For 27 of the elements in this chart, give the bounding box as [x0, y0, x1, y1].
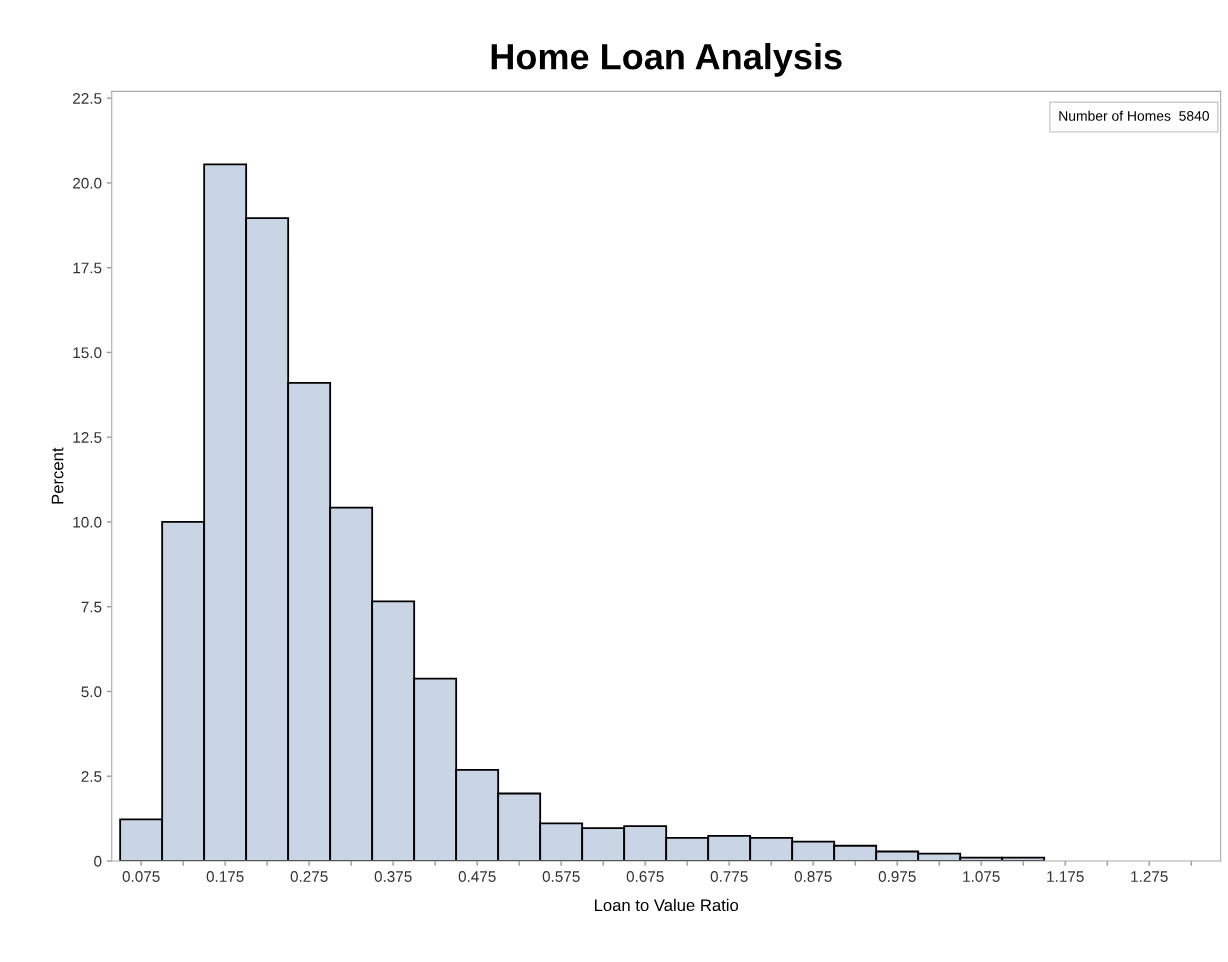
x-tick-label: 0.675: [626, 871, 664, 882]
x-tick-label: 0.275: [290, 871, 328, 882]
y-tick-label: 2.5: [81, 771, 102, 782]
x-tick-label: 1.175: [1047, 871, 1084, 882]
y-tick-label: 7.5: [81, 601, 102, 613]
x-tick-label: 0.575: [542, 871, 580, 882]
y-axis-title: Percent: [51, 447, 64, 504]
y-tick-label: 10.0: [73, 516, 102, 528]
y-tick-label: 5.0: [81, 686, 102, 698]
x-tick-label: 0.975: [878, 871, 916, 882]
y-tick-label: 17.5: [73, 262, 102, 274]
chart-title: Home Loan Analysis: [491, 43, 842, 77]
y-tick-label: 22.5: [73, 93, 102, 104]
annotation: Number of Homes 5840: [1059, 110, 1210, 121]
x-tick-label: 0.775: [710, 871, 748, 882]
x-tick-label: 0.875: [794, 871, 832, 882]
x-tick-label: 1.275: [1131, 871, 1168, 882]
y-tick-label: 12.5: [73, 432, 102, 443]
y-tick-label: 20.0: [73, 177, 102, 189]
x-axis-title: Loan to Value Ratio: [594, 898, 739, 912]
x-tick-label: 0.075: [122, 871, 160, 882]
x-tick-label: 0.175: [206, 871, 244, 882]
x-tick-label: 0.375: [374, 871, 412, 882]
y-tick-label: 0: [94, 855, 102, 867]
x-tick-label: 1.075: [963, 871, 1000, 882]
x-tick-label: 0.475: [458, 871, 496, 882]
y-tick-label: 15.0: [73, 347, 102, 359]
